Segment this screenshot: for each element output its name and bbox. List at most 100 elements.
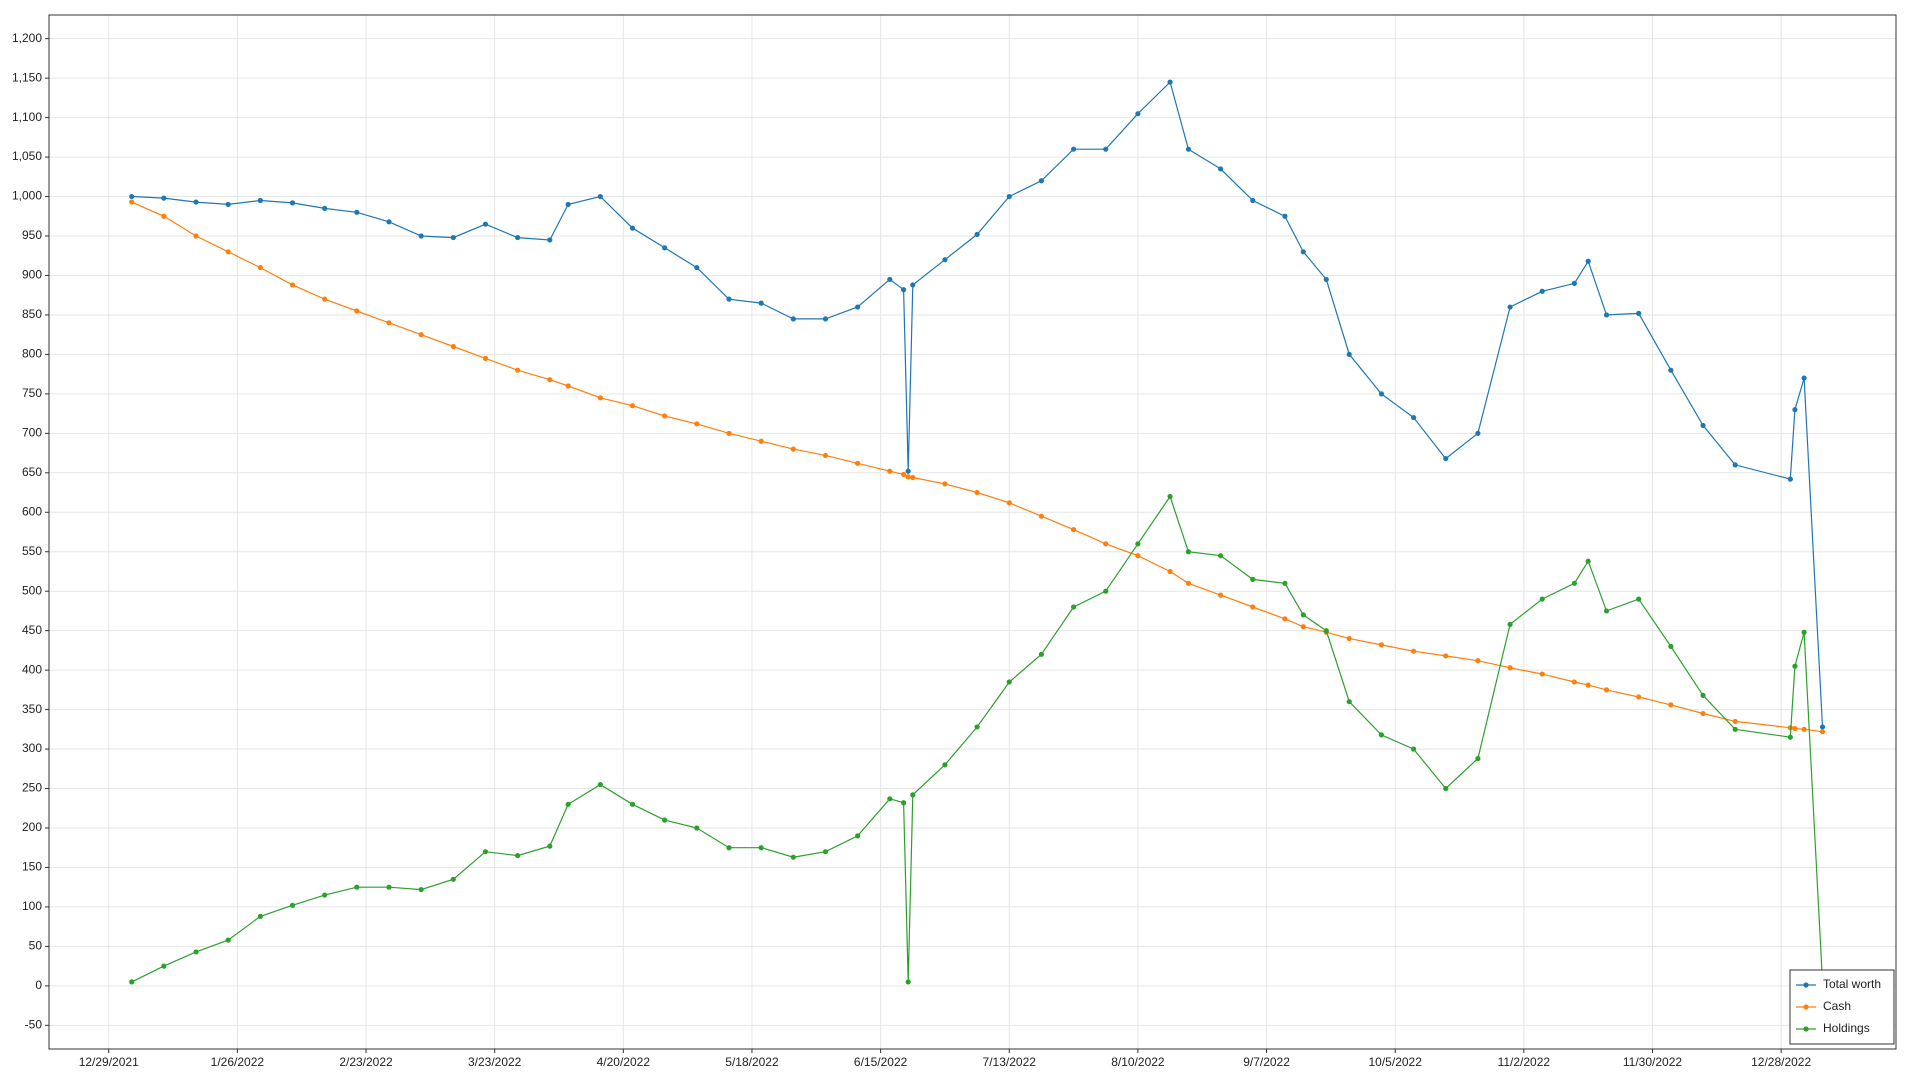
point <box>547 237 553 243</box>
point <box>905 468 911 474</box>
point <box>1167 568 1173 575</box>
y-tick-label: 0 <box>35 978 42 992</box>
point <box>1571 679 1577 685</box>
point <box>418 233 424 239</box>
point <box>354 209 360 215</box>
series-line <box>131 495 1824 983</box>
point <box>225 201 231 208</box>
point <box>515 234 521 241</box>
y-tick-label: 900 <box>22 268 42 282</box>
point <box>1250 576 1256 582</box>
point <box>662 413 668 419</box>
point <box>322 205 328 211</box>
point <box>974 489 980 496</box>
y-tick-label: 1,050 <box>12 149 42 163</box>
point <box>1585 258 1591 264</box>
point <box>225 249 231 255</box>
x-tick-label: 6/15/2022 <box>854 1055 908 1069</box>
point <box>515 853 521 859</box>
point <box>1250 197 1256 204</box>
point <box>289 282 296 288</box>
point <box>322 296 328 302</box>
y-tick-label: 550 <box>22 544 42 558</box>
point <box>565 801 571 807</box>
point <box>910 282 916 288</box>
point <box>129 199 135 205</box>
point <box>910 792 916 798</box>
point <box>629 801 636 807</box>
point <box>1185 146 1192 152</box>
point <box>694 825 700 831</box>
point <box>161 213 167 219</box>
point <box>1006 193 1012 200</box>
y-tick-label: 200 <box>22 820 42 834</box>
legend-marker <box>1803 1004 1809 1010</box>
point <box>1346 699 1352 705</box>
y-tick-label: 300 <box>22 741 42 755</box>
point <box>900 287 907 293</box>
point <box>822 316 829 322</box>
point <box>726 845 732 851</box>
point <box>1185 580 1192 586</box>
point <box>1475 658 1481 664</box>
point <box>1700 422 1706 429</box>
point <box>193 233 199 239</box>
y-tick-label: 650 <box>22 465 42 479</box>
point <box>386 320 392 326</box>
point <box>161 963 167 969</box>
point <box>1700 692 1706 698</box>
point <box>597 781 603 788</box>
point <box>855 460 861 466</box>
point <box>1410 414 1417 421</box>
point <box>1282 580 1288 586</box>
point <box>1300 624 1306 630</box>
point <box>386 219 392 225</box>
point <box>1732 718 1738 725</box>
point <box>257 264 263 271</box>
point <box>1636 694 1642 700</box>
x-tick-label: 2/23/2022 <box>339 1055 393 1069</box>
point <box>450 343 456 350</box>
point <box>1700 710 1706 717</box>
point <box>1732 462 1738 468</box>
point <box>905 474 911 480</box>
point <box>450 876 456 882</box>
point <box>910 474 916 481</box>
x-tick-label: 7/13/2022 <box>983 1055 1037 1069</box>
point <box>1603 687 1610 693</box>
point <box>1801 726 1807 732</box>
point <box>515 367 521 373</box>
point <box>597 395 603 401</box>
point <box>1070 604 1077 610</box>
point <box>822 849 829 855</box>
point <box>1539 596 1545 602</box>
x-tick-label: 11/30/2022 <box>1623 1055 1682 1069</box>
y-tick-label: 150 <box>22 860 42 874</box>
point <box>1585 558 1591 564</box>
point <box>758 438 764 444</box>
point <box>482 355 489 361</box>
point <box>790 854 796 860</box>
point <box>1135 111 1141 117</box>
point <box>758 845 764 851</box>
y-tick-label: 350 <box>22 702 42 716</box>
point <box>726 296 732 302</box>
y-tick-label: 450 <box>22 623 42 637</box>
point <box>1443 785 1449 792</box>
y-tick-label: 700 <box>22 426 42 440</box>
legend-label: Holdings <box>1823 1021 1870 1035</box>
y-tick-label: 250 <box>22 781 42 795</box>
point <box>1507 621 1513 627</box>
point <box>1792 725 1798 732</box>
point <box>942 481 948 487</box>
point <box>855 304 861 310</box>
x-tick-label: 4/20/2022 <box>597 1055 651 1069</box>
point <box>662 817 668 823</box>
point <box>129 193 135 200</box>
point <box>900 471 907 477</box>
point <box>1103 541 1109 547</box>
point <box>225 937 231 943</box>
point <box>418 332 424 338</box>
point <box>597 193 603 200</box>
